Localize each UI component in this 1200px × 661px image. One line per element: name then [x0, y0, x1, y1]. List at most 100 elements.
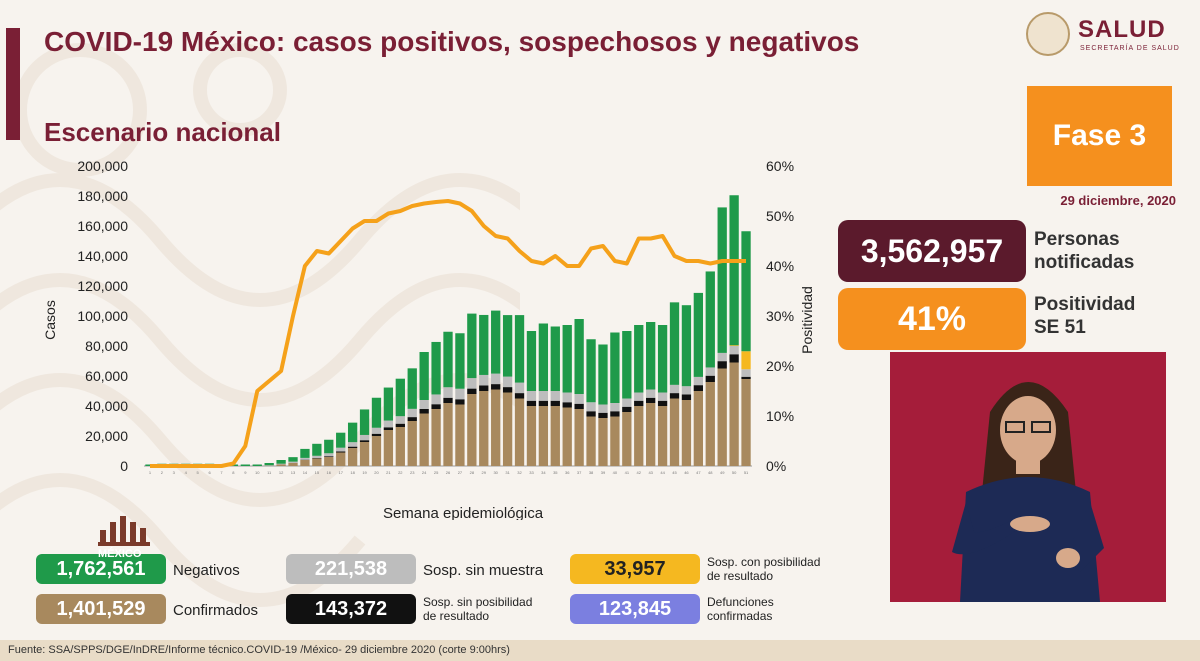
bar-segment — [491, 310, 501, 374]
x-tick-label: 16 — [327, 470, 332, 475]
y-tick-label: 140,000 — [77, 248, 128, 264]
bar-segment — [395, 427, 405, 466]
notified-value: 3,562,957 — [838, 220, 1026, 282]
bar-segment — [395, 378, 405, 417]
bar-segment — [681, 305, 692, 387]
defunciones-label-line2: confirmadas — [707, 609, 773, 623]
bar-segment — [586, 402, 596, 412]
con-posibilidad-label: Sosp. con posibilidad de resultado — [707, 555, 820, 583]
bar-segment — [312, 458, 322, 466]
y2-tick-label: 60% — [766, 158, 794, 174]
bar-segment — [336, 451, 346, 453]
bar-segment — [145, 464, 155, 466]
x-tick-label: 25 — [434, 470, 439, 475]
x-tick-label: 37 — [577, 470, 582, 475]
bar-segment — [467, 388, 477, 394]
bar-segment — [693, 385, 704, 391]
y-tick-label: 100,000 — [77, 308, 128, 324]
bar-segment — [634, 325, 644, 393]
bar-segment — [419, 409, 429, 414]
x-tick-label: 15 — [315, 470, 320, 475]
bar-segment — [431, 394, 441, 405]
bar-segment — [729, 195, 739, 346]
x-tick-label: 1 — [149, 470, 152, 475]
x-tick-label: 36 — [565, 470, 570, 475]
bar-segment — [324, 453, 334, 457]
bar-segment — [514, 398, 525, 466]
sin-posibilidad-value: 143,372 — [286, 594, 416, 624]
bar-segment — [276, 460, 286, 464]
bar-segment — [359, 442, 370, 466]
bar-segment — [741, 231, 751, 352]
x-tick-label: 11 — [267, 470, 272, 475]
bar-segment — [717, 352, 727, 362]
bar-segment — [681, 386, 692, 395]
defunciones-label: Defunciones confirmadas — [707, 595, 774, 623]
bar-segment — [502, 376, 513, 388]
bar-segment — [419, 413, 429, 466]
bar-segment — [491, 384, 501, 390]
bar-segment — [646, 389, 656, 398]
bar-segment — [646, 322, 656, 390]
x-tick-label: 24 — [422, 470, 427, 475]
y2-tick-label: 10% — [766, 408, 794, 424]
bar-segment — [443, 403, 453, 466]
notified-label-line2: notificadas — [1034, 252, 1135, 273]
y-tick-label: 180,000 — [77, 188, 128, 204]
bar-segment — [669, 302, 680, 385]
bar-segment — [550, 406, 560, 466]
positivity-value: 41% — [838, 288, 1026, 350]
bar-segment — [598, 344, 608, 405]
bar-segment — [717, 361, 727, 369]
bar-segment — [538, 406, 549, 466]
bar-segment — [431, 409, 441, 466]
bar-segment — [598, 404, 608, 413]
x-tick-label: 13 — [291, 470, 296, 475]
bar-segment — [359, 440, 370, 442]
bar-segment — [514, 393, 525, 399]
positivity-label-line2: SE 51 — [1034, 317, 1086, 338]
y2-tick-label: 40% — [766, 258, 794, 274]
x-tick-label: 51 — [744, 470, 749, 475]
bar-segment — [717, 207, 727, 353]
bar-segment — [634, 406, 644, 466]
bar-segment — [526, 400, 537, 406]
bar-segment — [681, 400, 692, 466]
bar-segment — [288, 463, 298, 466]
bar-segment — [562, 407, 572, 466]
bar-segment — [347, 446, 358, 448]
x-tick-label: 10 — [255, 470, 260, 475]
x-tick-label: 5 — [197, 470, 200, 475]
bar-segment — [467, 394, 477, 466]
y-tick-label: 120,000 — [77, 278, 128, 294]
bar-segment — [741, 376, 751, 379]
x-tick-label: 48 — [708, 470, 713, 475]
bar-segment — [586, 339, 596, 403]
sin-muestra-value: 221,538 — [286, 554, 416, 584]
bar-segment — [550, 326, 560, 391]
bar-segment — [610, 332, 620, 403]
logo-tagline: SECRETARÍA DE SALUD — [1080, 45, 1180, 52]
x-tick-label: 38 — [589, 470, 594, 475]
x-tick-label: 45 — [672, 470, 677, 475]
bar-segment — [431, 341, 441, 395]
mexico-logo-icon — [98, 516, 150, 546]
x-tick-label: 50 — [732, 470, 737, 475]
bar-segment — [443, 331, 453, 388]
bar-segment — [395, 416, 405, 424]
bar-segment — [729, 354, 739, 363]
bar-segment — [467, 313, 477, 379]
bar-segment — [622, 412, 632, 466]
bar-segment — [479, 374, 489, 386]
x-tick-label: 21 — [386, 470, 391, 475]
x-tick-label: 40 — [613, 470, 618, 475]
y2-tick-label: 50% — [766, 208, 794, 224]
report-date: 29 diciembre, 2020 — [1060, 193, 1176, 208]
sin-posibilidad-label-line1: Sosp. sin posibilidad — [423, 595, 533, 609]
bar-segment — [693, 391, 704, 466]
bar-segment — [657, 400, 668, 406]
bar-segment — [264, 463, 274, 466]
y-tick-label: 60,000 — [85, 368, 128, 384]
y-tick-label: 0 — [120, 458, 128, 474]
bar-segment — [562, 325, 572, 393]
